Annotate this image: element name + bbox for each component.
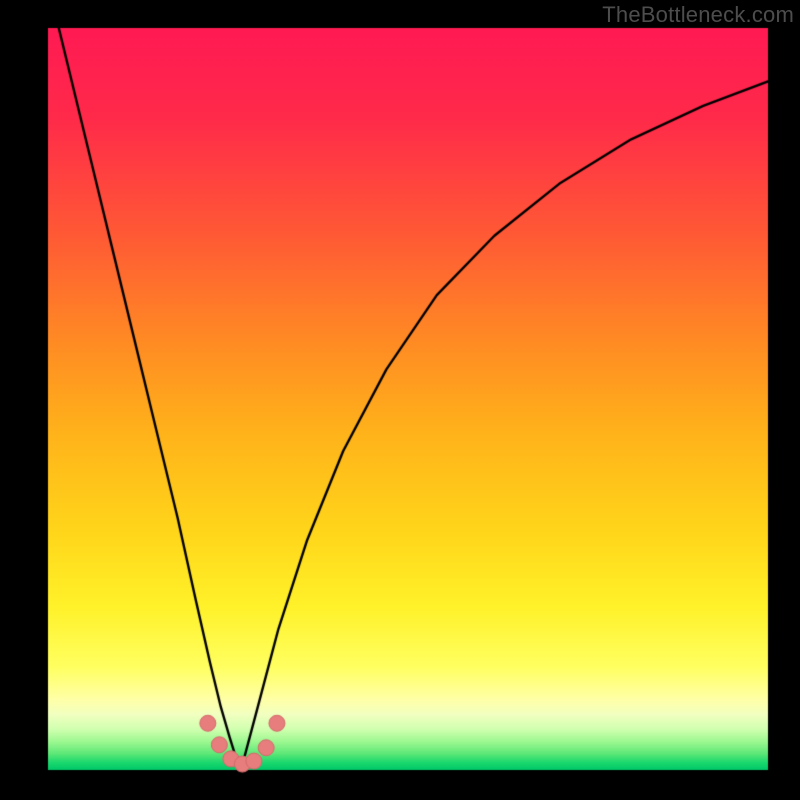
bottleneck-curve-chart [0,0,800,800]
watermark-text: TheBottleneck.com [602,2,794,28]
